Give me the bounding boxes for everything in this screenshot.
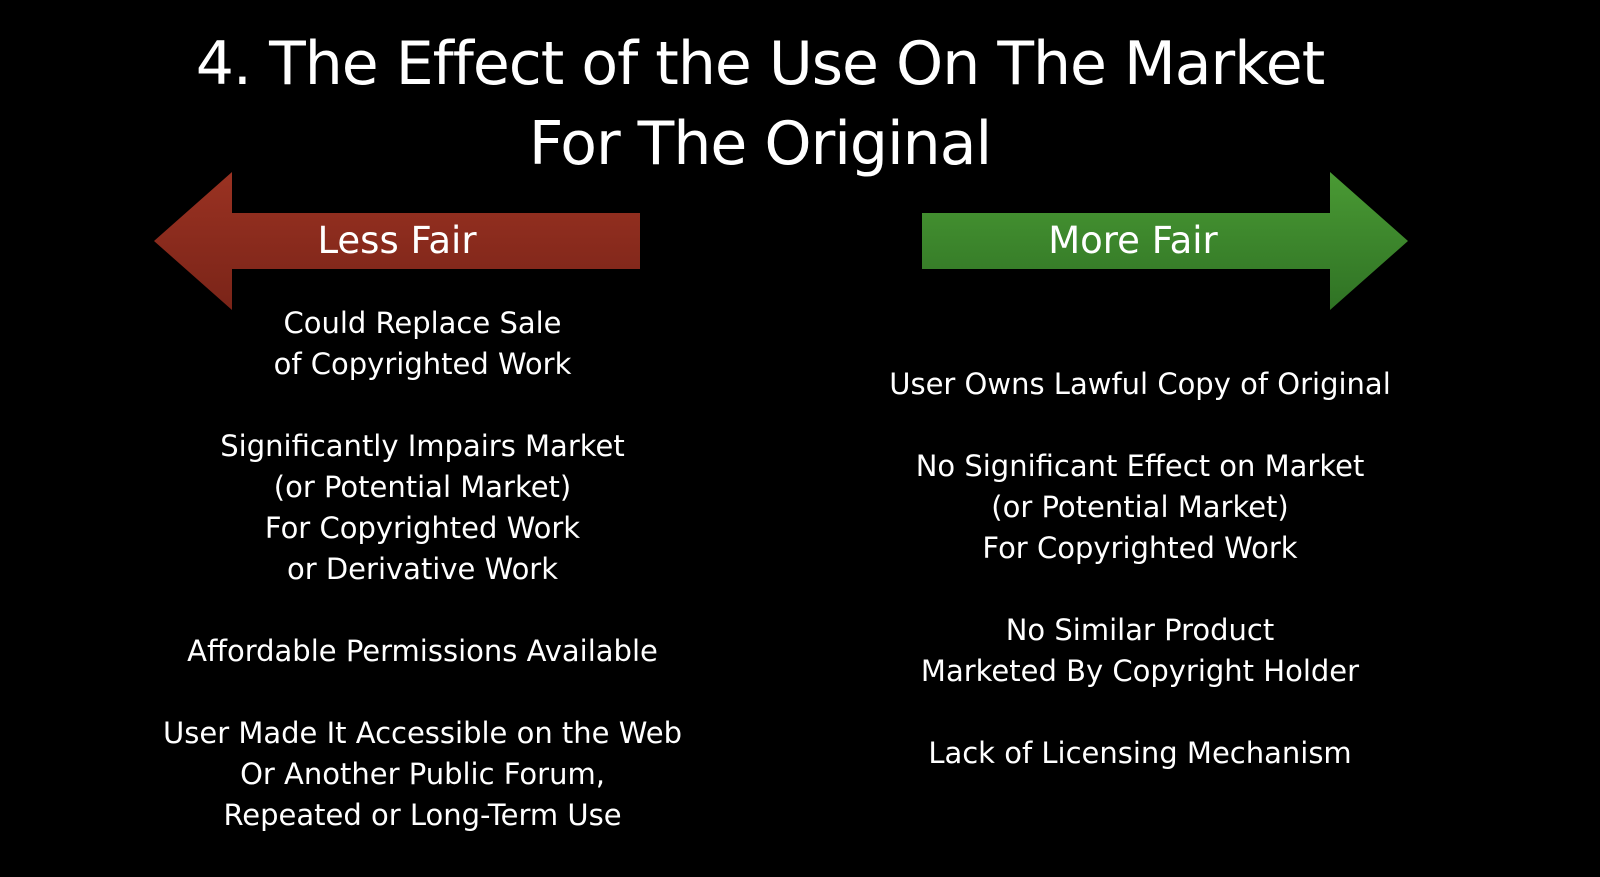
text-line: Could Replace Sale	[283, 306, 562, 340]
more-fair-factors: User Owns Lawful Copy of Original No Sig…	[840, 364, 1440, 815]
text-line: Marketed By Copyright Holder	[920, 654, 1360, 688]
less-fair-item-permissions: Affordable Permissions Available	[130, 631, 715, 672]
right-arrow-icon	[922, 172, 1408, 310]
text-line: or Derivative Work	[286, 552, 559, 586]
more-fair-item-lawful-copy: User Owns Lawful Copy of Original	[840, 364, 1440, 405]
text-line: (or Potential Market)	[991, 490, 1289, 524]
less-fair-label: Less Fair	[317, 219, 477, 262]
more-fair-item-no-effect: No Significant Effect on Market (or Pote…	[840, 446, 1440, 569]
text-line: Significantly Impairs Market	[220, 429, 625, 463]
text-line: For Copyrighted Work	[982, 531, 1298, 565]
text-line: User Owns Lawful Copy of Original	[889, 367, 1391, 401]
title-line-1: 4. The Effect of the Use On The Market	[195, 29, 1325, 99]
text-line: Lack of Licensing Mechanism	[928, 736, 1352, 770]
less-fair-item-web-access: User Made It Accessible on the Web Or An…	[130, 713, 715, 836]
text-line: Affordable Permissions Available	[187, 634, 658, 668]
more-fair-item-no-similar-product: No Similar Product Marketed By Copyright…	[840, 610, 1440, 692]
text-line: For Copyrighted Work	[264, 511, 581, 545]
less-fair-arrow: Less Fair	[154, 172, 640, 310]
text-line: Or Another Public Forum,	[240, 757, 605, 791]
text-line: Repeated or Long-Term Use	[223, 798, 622, 832]
text-line: (or Potential Market)	[273, 470, 572, 504]
more-fair-arrow: More Fair	[922, 172, 1408, 310]
left-arrow-icon	[154, 172, 640, 310]
text-line: User Made It Accessible on the Web	[163, 716, 682, 750]
text-line: No Similar Product	[1005, 613, 1275, 647]
slide: 4. The Effect of the Use On The Market F…	[0, 24, 1520, 832]
slide-title: 4. The Effect of the Use On The Market F…	[0, 24, 1520, 184]
less-fair-factors: Could Replace Sale of Copyrighted Work S…	[130, 303, 715, 877]
less-fair-item-replace-sale: Could Replace Sale of Copyrighted Work	[130, 303, 715, 385]
text-line: of Copyrighted Work	[273, 347, 572, 381]
less-fair-item-impairs-market: Significantly Impairs Market (or Potenti…	[130, 426, 715, 590]
title-line-2: For The Original	[528, 109, 992, 179]
more-fair-item-licensing: Lack of Licensing Mechanism	[840, 733, 1440, 774]
text-line: No Significant Effect on Market	[915, 449, 1365, 483]
more-fair-label: More Fair	[1048, 219, 1218, 262]
